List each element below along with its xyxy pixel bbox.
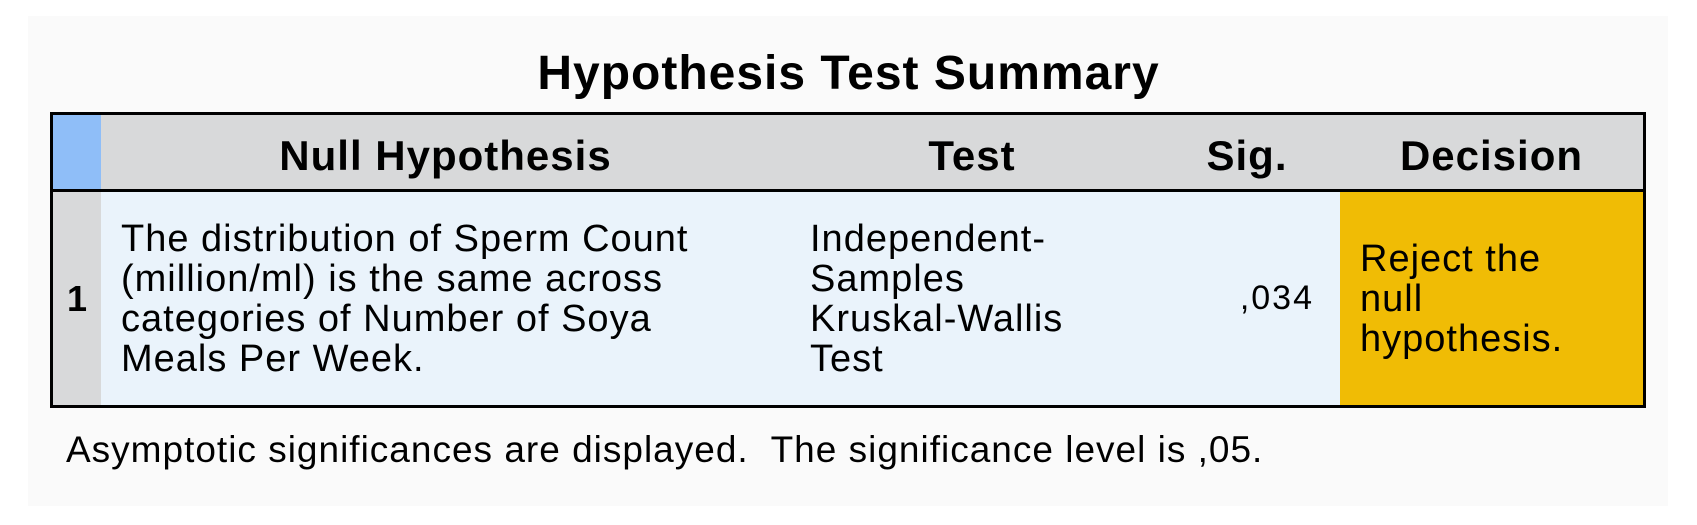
column-header-decision: Decision — [1340, 115, 1643, 192]
sig-cell: ,034 — [1154, 192, 1340, 405]
column-header-test: Test — [790, 115, 1154, 192]
footnote: Asymptotic significances are displayed. … — [66, 429, 1264, 470]
row-index: 1 — [53, 192, 101, 405]
corner-header-cell — [53, 115, 101, 192]
column-header-sig: Sig. — [1154, 115, 1340, 192]
hypothesis-test-table: Null Hypothesis Test Sig. Decision 1 The… — [50, 112, 1646, 408]
decision-cell: Reject the null hypothesis. — [1340, 192, 1643, 405]
null-hypothesis-cell: The distribution of Sperm Count (million… — [101, 192, 790, 405]
table-title: Hypothesis Test Summary — [537, 47, 1160, 100]
test-cell: Independent- Samples Kruskal-Wallis Test — [790, 192, 1154, 405]
column-header-null-hypothesis: Null Hypothesis — [101, 115, 790, 192]
